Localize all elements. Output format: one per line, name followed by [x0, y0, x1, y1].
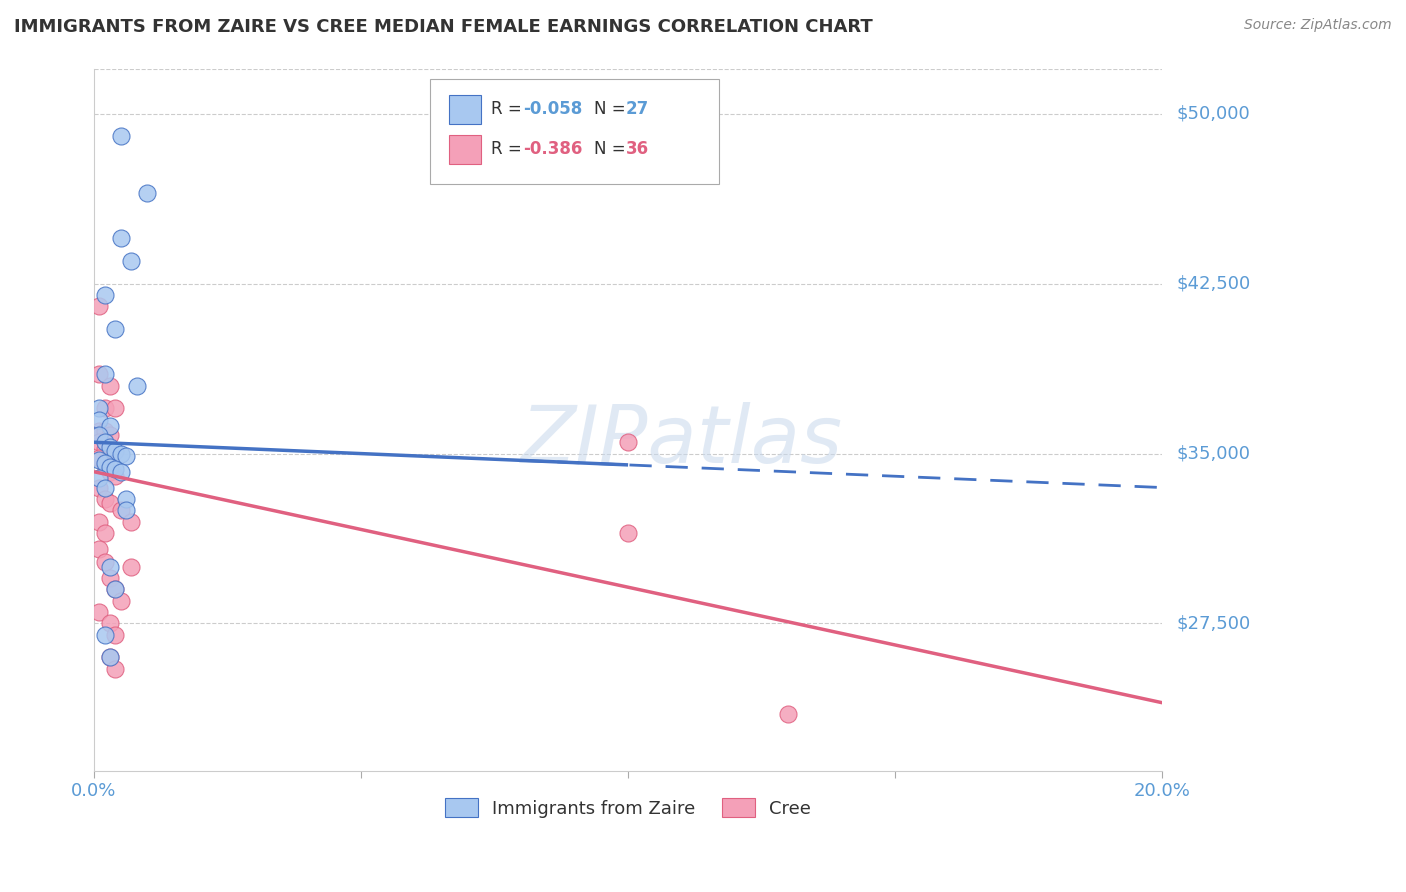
Point [93, 442, 115, 456]
Point [104, 628, 127, 642]
Point [98, 447, 121, 461]
Point [89, 451, 111, 466]
Point [89, 605, 111, 619]
Point [93, 458, 115, 472]
Point [110, 503, 132, 517]
Point [115, 449, 138, 463]
Text: ZIPatlas: ZIPatlas [520, 401, 842, 480]
Text: $42,500: $42,500 [1177, 275, 1250, 293]
Point [89, 299, 111, 313]
Point [89, 401, 111, 416]
Point [93, 435, 115, 450]
Text: 27: 27 [626, 100, 650, 119]
Point [104, 582, 127, 597]
Point [104, 582, 127, 597]
Point [104, 401, 127, 416]
FancyBboxPatch shape [430, 79, 718, 185]
Point [617, 435, 640, 450]
Point [98, 440, 121, 454]
Point [93, 368, 115, 382]
Text: 36: 36 [626, 140, 650, 158]
Point [93, 401, 115, 416]
Point [93, 555, 115, 569]
Point [98, 378, 121, 392]
Point [98, 650, 121, 665]
Point [89, 412, 111, 426]
Point [93, 424, 115, 438]
Point [89, 424, 111, 438]
Point [125, 378, 148, 392]
Point [110, 447, 132, 461]
Point [93, 525, 115, 540]
Point [98, 559, 121, 574]
Point [89, 428, 111, 442]
Point [89, 481, 111, 495]
Point [98, 571, 121, 585]
Point [110, 129, 132, 144]
Point [93, 456, 115, 470]
Point [120, 559, 142, 574]
Text: N =: N = [593, 140, 631, 158]
Text: R =: R = [491, 140, 527, 158]
Point [104, 322, 127, 336]
Point [120, 254, 142, 268]
Point [104, 662, 127, 676]
Point [617, 525, 640, 540]
Text: R =: R = [491, 100, 527, 119]
Text: N =: N = [593, 100, 631, 119]
Point [110, 594, 132, 608]
Text: -0.058: -0.058 [523, 100, 582, 119]
Point [115, 491, 138, 506]
Point [104, 462, 127, 476]
Point [89, 453, 111, 467]
Point [115, 503, 138, 517]
Point [98, 650, 121, 665]
Point [93, 288, 115, 302]
Point [93, 481, 115, 495]
Point [98, 465, 121, 479]
Legend: Immigrants from Zaire, Cree: Immigrants from Zaire, Cree [437, 791, 818, 825]
Text: -0.386: -0.386 [523, 140, 582, 158]
Point [136, 186, 159, 200]
Point [104, 469, 127, 483]
FancyBboxPatch shape [449, 95, 481, 124]
Text: Source: ZipAtlas.com: Source: ZipAtlas.com [1244, 18, 1392, 32]
Point [778, 707, 800, 722]
Text: IMMIGRANTS FROM ZAIRE VS CREE MEDIAN FEMALE EARNINGS CORRELATION CHART: IMMIGRANTS FROM ZAIRE VS CREE MEDIAN FEM… [14, 18, 873, 36]
Point [110, 231, 132, 245]
Point [98, 428, 121, 442]
Point [110, 465, 132, 479]
Point [98, 616, 121, 631]
Point [93, 628, 115, 642]
FancyBboxPatch shape [449, 135, 481, 164]
Point [89, 541, 111, 556]
Point [104, 444, 127, 458]
Text: $50,000: $50,000 [1177, 105, 1250, 123]
Point [89, 471, 111, 485]
Point [89, 435, 111, 450]
Point [93, 491, 115, 506]
Point [98, 419, 121, 434]
Point [98, 460, 121, 475]
Point [120, 515, 142, 529]
Point [89, 368, 111, 382]
Text: $27,500: $27,500 [1177, 615, 1250, 632]
Text: $35,000: $35,000 [1177, 444, 1250, 463]
Point [89, 515, 111, 529]
Point [98, 496, 121, 510]
